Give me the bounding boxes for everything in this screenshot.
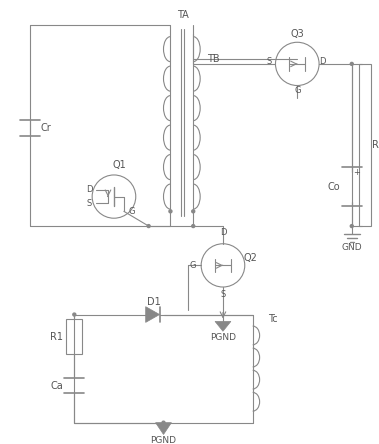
Text: Q1: Q1 (112, 160, 126, 170)
Text: G: G (294, 86, 301, 95)
Text: D: D (319, 57, 325, 67)
Text: R1: R1 (50, 332, 63, 341)
Text: Ca: Ca (50, 381, 63, 391)
Text: S: S (220, 290, 226, 299)
Text: TA: TA (177, 10, 189, 20)
Circle shape (162, 421, 165, 424)
Text: Cr: Cr (40, 123, 51, 133)
Text: PGND: PGND (150, 436, 177, 444)
Polygon shape (146, 307, 160, 322)
Text: PGND: PGND (210, 333, 236, 341)
Text: D: D (220, 229, 226, 238)
Text: R: R (372, 140, 379, 150)
Text: D: D (86, 185, 92, 194)
Text: TB: TB (207, 54, 219, 64)
Text: GND: GND (341, 243, 362, 252)
Circle shape (192, 225, 195, 227)
Text: Tc: Tc (268, 314, 277, 325)
Circle shape (350, 63, 353, 65)
Circle shape (147, 225, 150, 227)
Circle shape (169, 210, 172, 213)
Text: S: S (86, 199, 92, 208)
Circle shape (73, 313, 76, 316)
Circle shape (350, 225, 353, 227)
Text: Co: Co (327, 182, 340, 192)
Text: G: G (128, 207, 135, 216)
Text: S: S (267, 57, 272, 67)
Text: Q2: Q2 (244, 253, 258, 262)
Polygon shape (155, 423, 171, 435)
Text: G: G (190, 261, 196, 270)
Text: Q3: Q3 (290, 29, 304, 40)
Polygon shape (215, 321, 231, 331)
Text: D1: D1 (147, 297, 160, 307)
Text: +: + (353, 168, 360, 178)
Circle shape (192, 210, 195, 213)
